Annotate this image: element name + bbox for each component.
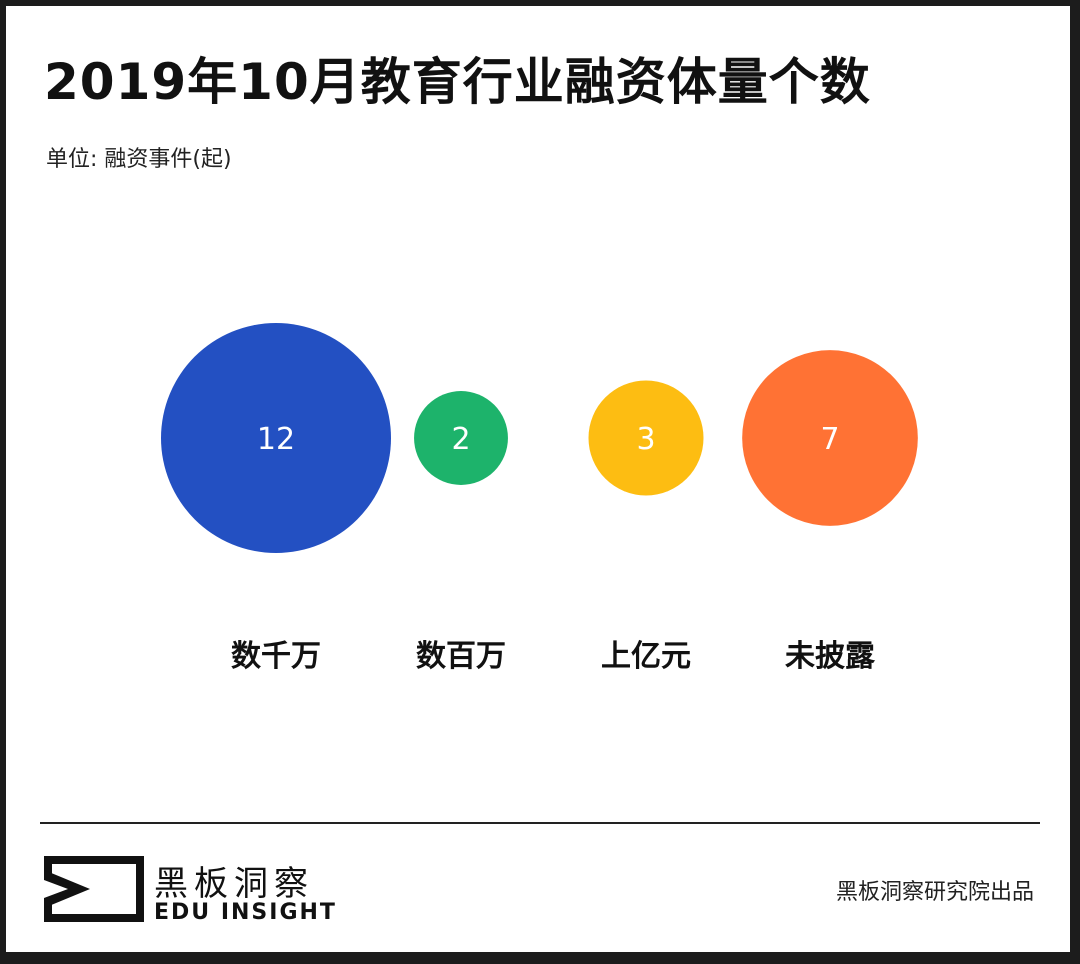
bubble-value-label: 2 [451,422,470,457]
bubble-value-label: 12 [257,422,295,457]
bubble-3 [588,380,704,496]
category-label: 数百万 [416,639,506,674]
unit-label: 单位: 融资事件(起) [46,147,232,172]
chart-title: 2019年10月教育行业融资体量个数 [44,53,871,111]
brand-name-en: EDU INSIGHT [154,900,337,925]
bubble-1 [161,323,391,553]
bubble-chart: 12 数千万 2 数百万 3 上亿元 7 未披露 [161,323,918,674]
footer-divider [40,822,1040,824]
category-label: 上亿元 [601,639,691,674]
category-label: 数千万 [231,639,321,674]
brand-name-cn: 黑板洞察 [154,864,314,904]
bubble-value-label: 3 [636,422,655,457]
edu-insight-logo-icon [44,856,144,922]
category-label: 未披露 [785,639,876,674]
bubble-value-label: 7 [820,422,839,457]
bubble-4 [742,350,918,526]
credit-text: 黑板洞察研究院出品 [835,880,1034,905]
chart-card: 2019年10月教育行业融资体量个数 单位: 融资事件(起) 12 数千万 2 数百万… [6,6,1070,952]
bubble-2 [414,391,508,485]
